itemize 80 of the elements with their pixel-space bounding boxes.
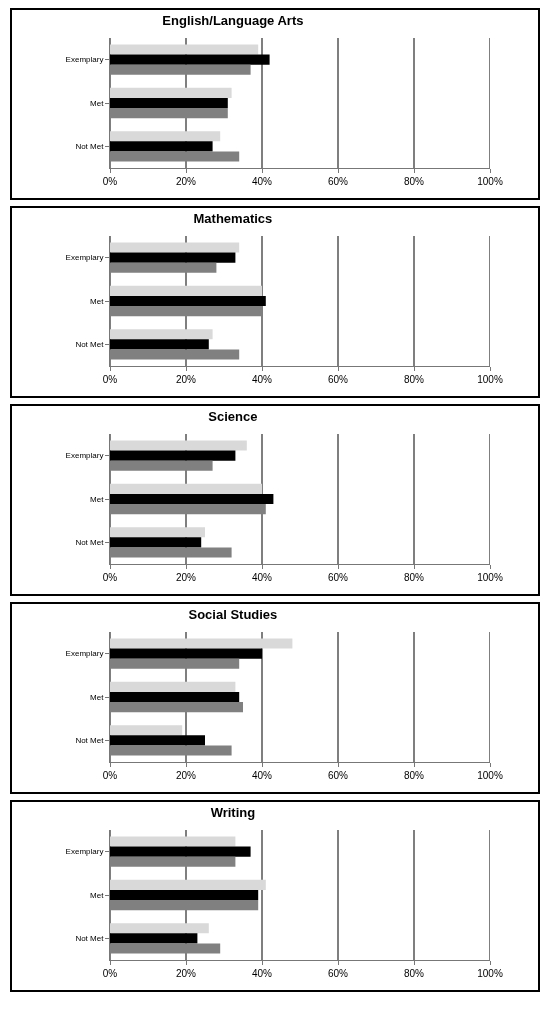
x-tick-label: 100% xyxy=(477,572,503,583)
bar xyxy=(110,638,293,649)
y-tick-label: Met xyxy=(90,494,105,504)
x-tick-label: 0% xyxy=(102,572,118,583)
y-tick-label: Met xyxy=(90,98,105,108)
y-tick-label: Met xyxy=(90,890,105,900)
y-tick-label: Not Met xyxy=(75,538,105,548)
bar xyxy=(110,339,209,350)
x-tick-label: 60% xyxy=(327,176,349,187)
x-tick-label: 80% xyxy=(403,374,425,385)
x-tick-label: 60% xyxy=(327,770,349,781)
y-tick-label: Exemplary xyxy=(65,847,104,857)
bar xyxy=(110,242,240,253)
x-tick-label: 40% xyxy=(251,770,273,781)
x-tick-label: 0% xyxy=(102,374,118,385)
bar xyxy=(110,44,259,55)
y-tick-label: Exemplary xyxy=(65,451,104,461)
x-tick-label: 100% xyxy=(477,770,503,781)
x-tick-label: 60% xyxy=(327,968,349,979)
bar xyxy=(110,329,213,340)
x-tick-label: 80% xyxy=(403,176,425,187)
x-tick-label: 80% xyxy=(403,968,425,979)
y-tick-label: Not Met xyxy=(75,340,105,350)
y-tick-label: Exemplary xyxy=(65,253,104,263)
bar xyxy=(110,735,205,746)
x-tick-label: 20% xyxy=(175,176,197,187)
chart-title: Mathematics xyxy=(193,210,273,226)
x-tick-label: 80% xyxy=(403,770,425,781)
bar xyxy=(110,285,262,296)
bar xyxy=(110,131,221,142)
y-tick-label: Not Met xyxy=(75,934,105,944)
bar xyxy=(110,691,240,703)
bar xyxy=(110,440,247,451)
x-tick-label: 40% xyxy=(251,968,273,979)
bar xyxy=(110,836,236,847)
x-tick-label: 40% xyxy=(251,176,273,187)
x-tick-label: 0% xyxy=(102,176,118,187)
bar xyxy=(110,252,236,263)
x-tick-label: 20% xyxy=(175,770,197,781)
x-tick-label: 0% xyxy=(102,770,118,781)
bar xyxy=(110,846,251,857)
y-tick-label: Met xyxy=(90,296,105,306)
x-tick-label: 40% xyxy=(251,572,273,583)
chart-title: Science xyxy=(208,408,258,424)
x-tick-label: 60% xyxy=(327,572,349,583)
bar xyxy=(110,648,262,659)
bar xyxy=(110,725,183,736)
chart-title: English/Language Arts xyxy=(162,12,304,28)
bar xyxy=(110,681,236,692)
x-tick-label: 100% xyxy=(477,176,503,187)
bar xyxy=(110,493,274,505)
y-tick-label: Exemplary xyxy=(65,649,104,659)
bar xyxy=(110,450,236,461)
bar xyxy=(110,923,209,934)
x-tick-label: 20% xyxy=(175,572,197,583)
x-tick-label: 40% xyxy=(251,374,273,385)
bar xyxy=(110,889,259,901)
x-tick-label: 100% xyxy=(477,968,503,979)
bar xyxy=(110,879,266,890)
bar xyxy=(110,54,270,65)
chart-title: Social Studies xyxy=(188,606,278,622)
bar xyxy=(110,537,202,548)
y-tick-label: Exemplary xyxy=(65,55,104,65)
x-tick-label: 20% xyxy=(175,374,197,385)
x-tick-label: 100% xyxy=(477,374,503,385)
bar xyxy=(110,295,266,307)
y-tick-label: Met xyxy=(90,692,105,702)
bar xyxy=(110,527,205,538)
bar xyxy=(110,141,213,152)
x-tick-label: 60% xyxy=(327,374,349,385)
bar xyxy=(110,87,232,98)
bar xyxy=(110,933,198,944)
x-tick-label: 0% xyxy=(102,968,118,979)
bar xyxy=(110,97,228,109)
y-tick-label: Not Met xyxy=(75,142,105,152)
chart-title: Writing xyxy=(210,804,256,820)
x-tick-label: 80% xyxy=(403,572,425,583)
bar xyxy=(110,483,262,494)
x-tick-label: 20% xyxy=(175,968,197,979)
y-tick-label: Not Met xyxy=(75,736,105,746)
